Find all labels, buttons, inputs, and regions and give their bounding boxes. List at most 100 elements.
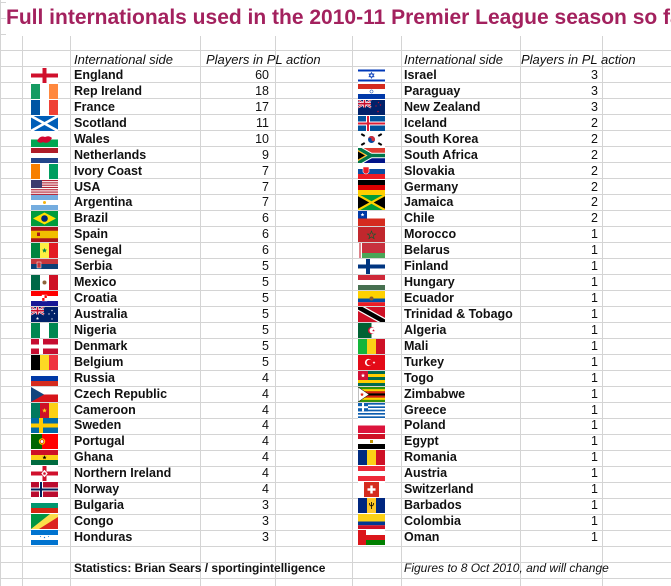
table-row: Rep Ireland 18 bbox=[0, 83, 671, 99]
table-row: Scotland 11 bbox=[0, 114, 671, 132]
country-name: Togo bbox=[404, 370, 434, 385]
zimbabwe-flag bbox=[357, 386, 385, 403]
country-name: Colombia bbox=[404, 514, 461, 529]
player-count: 5 bbox=[262, 259, 269, 274]
country-name: Finland bbox=[404, 259, 449, 274]
country-name: Argentina bbox=[74, 195, 133, 210]
country-name: Brazil bbox=[74, 211, 109, 226]
russia-flag bbox=[31, 370, 58, 386]
table-row: Colombia 1 bbox=[0, 513, 671, 530]
country-name: Egypt bbox=[404, 434, 439, 449]
paraguay-flag bbox=[358, 83, 385, 99]
table-row: Serbia 5 bbox=[0, 258, 671, 275]
player-count: 11 bbox=[256, 115, 269, 130]
player-count: 4 bbox=[262, 418, 269, 433]
right-header-players: Players in PL action bbox=[521, 52, 636, 67]
player-count: 5 bbox=[262, 338, 269, 353]
mali-flag bbox=[358, 338, 385, 354]
player-count: 1 bbox=[591, 482, 598, 497]
country-name: Ghana bbox=[74, 450, 113, 465]
norway-flag bbox=[31, 482, 58, 498]
country-name: Nigeria bbox=[74, 322, 117, 337]
country-name: Bulgaria bbox=[74, 498, 125, 513]
czech-flag bbox=[31, 386, 58, 402]
country-name: Scotland bbox=[74, 115, 127, 130]
grid-column-line bbox=[70, 0, 71, 586]
table-row: France 17 bbox=[0, 99, 671, 115]
player-count: 1 bbox=[591, 386, 598, 401]
player-count: 7 bbox=[262, 179, 269, 194]
player-count: 2 bbox=[591, 211, 598, 226]
table-row: Barbados 1 bbox=[0, 497, 671, 514]
player-count: 17 bbox=[255, 99, 269, 114]
player-count: 1 bbox=[591, 450, 598, 465]
senegal-flag bbox=[31, 243, 58, 259]
slovakia-flag bbox=[358, 163, 385, 179]
country-name: Ivory Coast bbox=[74, 163, 143, 178]
country-name: Iceland bbox=[404, 115, 448, 130]
table-row: Ghana 4 bbox=[0, 449, 671, 466]
player-count: 4 bbox=[262, 466, 269, 481]
austria-flag bbox=[358, 466, 385, 482]
country-name: Chile bbox=[404, 211, 435, 226]
table-row: England 60 bbox=[0, 67, 671, 83]
australia-flag bbox=[30, 306, 58, 322]
table-row: Congo 3 bbox=[0, 513, 671, 530]
table-row: Romania 1 bbox=[0, 449, 671, 466]
sweden-flag bbox=[31, 418, 58, 434]
country-name: Israel bbox=[404, 68, 437, 82]
player-count: 2 bbox=[591, 179, 598, 194]
table-row: Togo 1 bbox=[0, 370, 671, 386]
player-count: 5 bbox=[262, 291, 269, 306]
table-row: Belgium 5 bbox=[0, 354, 671, 370]
jamaica-flag bbox=[357, 194, 386, 212]
greece-flag bbox=[358, 402, 385, 418]
table-row: Mexico 5 bbox=[0, 274, 671, 291]
south-africa-flag bbox=[356, 145, 385, 166]
country-name: Spain bbox=[74, 227, 109, 242]
table-row: Norway 4 bbox=[0, 481, 671, 498]
player-count: 1 bbox=[591, 227, 598, 242]
player-count: 4 bbox=[262, 434, 269, 449]
player-count: 60 bbox=[255, 68, 269, 82]
country-name: Wales bbox=[74, 131, 110, 146]
table-row: Trinidad & Tobago 1 bbox=[0, 303, 671, 325]
table-row: Iceland 2 bbox=[0, 115, 671, 131]
player-count: 1 bbox=[591, 466, 598, 481]
player-count: 2 bbox=[591, 115, 598, 130]
country-name: Croatia bbox=[74, 291, 118, 306]
country-name: Russia bbox=[74, 370, 115, 385]
country-name: Netherlands bbox=[74, 147, 147, 162]
table-row: South Africa 2 bbox=[0, 145, 671, 166]
country-name: Denmark bbox=[74, 338, 128, 353]
country-name: USA bbox=[74, 179, 101, 194]
country-name: Trinidad & Tobago bbox=[404, 306, 513, 321]
country-name: Mexico bbox=[74, 275, 117, 290]
table-row: Australia 5 bbox=[0, 306, 671, 322]
table-row: Portugal 4 bbox=[0, 433, 671, 450]
spain-flag bbox=[31, 227, 58, 243]
table-row: Russia 4 bbox=[0, 370, 671, 386]
player-count: 5 bbox=[262, 322, 269, 337]
table-row: Senegal 6 bbox=[0, 242, 671, 259]
ecuador-flag bbox=[358, 291, 385, 307]
table-row: Slovakia 2 bbox=[0, 163, 671, 179]
country-name: Morocco bbox=[404, 227, 457, 242]
player-count: 7 bbox=[262, 163, 269, 178]
table-row: Turkey 1 bbox=[0, 354, 671, 370]
page-title: Full internationals used in the 2010-11 … bbox=[6, 0, 671, 36]
iceland-flag bbox=[358, 115, 385, 131]
table-row: Morocco 1 bbox=[0, 226, 671, 243]
country-name: Paraguay bbox=[404, 83, 461, 98]
croatia-flag bbox=[31, 291, 58, 307]
table-row: Zimbabwe 1 bbox=[0, 386, 671, 403]
table-row: USA 7 bbox=[0, 179, 671, 195]
table-row: Nigeria 5 bbox=[0, 322, 671, 338]
country-name: Oman bbox=[404, 529, 440, 544]
player-count: 1 bbox=[591, 354, 598, 369]
player-count: 3 bbox=[262, 498, 269, 513]
table-row: Chile 2 bbox=[0, 210, 671, 227]
player-count: 1 bbox=[591, 259, 598, 274]
player-count: 1 bbox=[591, 243, 598, 258]
player-count: 3 bbox=[591, 99, 598, 114]
